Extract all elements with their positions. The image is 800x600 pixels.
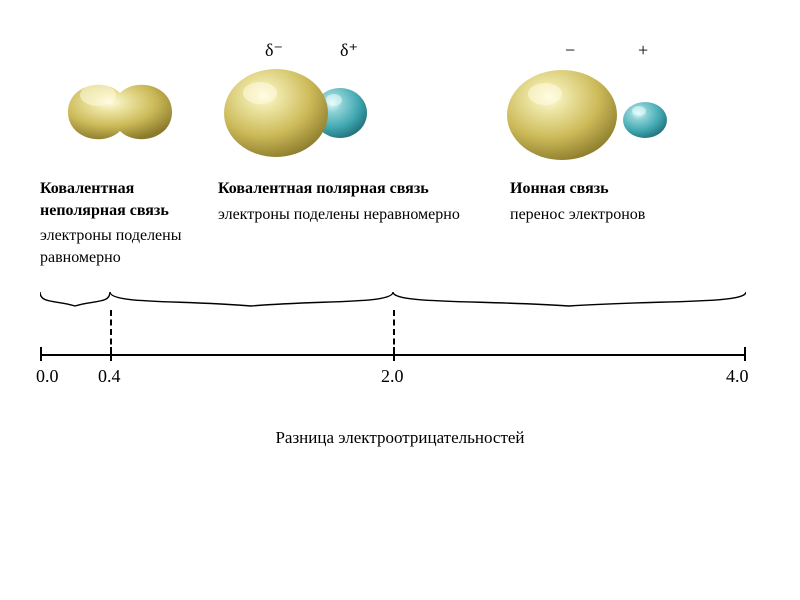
orbitals-row: δ⁻ δ⁺	[40, 40, 760, 170]
tick-label-2: 2.0	[381, 366, 404, 387]
range-braces	[40, 290, 760, 320]
label-nonpolar-title: Ковалентная неполярная связь	[40, 178, 212, 221]
label-ionic: Ионная связь перенос электронов	[510, 178, 730, 225]
brace-3	[393, 290, 746, 316]
charge-delta-minus: δ⁻	[265, 40, 283, 61]
label-polar-sub: электроны поделены неравномерно	[218, 204, 478, 226]
bond-diagram: δ⁻ δ⁺	[40, 40, 760, 394]
charge-plus: +	[638, 40, 648, 61]
axis-title: Разница электроотрицательностей	[40, 428, 760, 448]
label-polar: Ковалентная полярная связь электроны под…	[218, 178, 478, 225]
label-ionic-title: Ионная связь	[510, 178, 730, 200]
label-nonpolar-sub: электроны поделены равномерно	[40, 225, 212, 268]
tick-label-3: 4.0	[726, 366, 749, 387]
orbital-polar	[218, 58, 388, 173]
label-ionic-sub: перенос электронов	[510, 204, 730, 226]
tick-0	[40, 347, 42, 361]
charge-delta-plus: δ⁺	[340, 40, 358, 61]
brace-1	[40, 290, 110, 316]
brace-2	[110, 290, 393, 316]
label-nonpolar: Ковалентная неполярная связь электроны п…	[40, 178, 212, 268]
labels-row: Ковалентная неполярная связь электроны п…	[40, 178, 760, 288]
orbital-ionic	[500, 58, 690, 173]
tick-2_0	[393, 347, 395, 361]
orbital-nonpolar	[40, 65, 200, 165]
tick-4_0	[744, 347, 746, 361]
tick-0_4	[110, 347, 112, 361]
label-polar-title: Ковалентная полярная связь	[218, 178, 478, 200]
tick-label-1: 0.4	[98, 366, 121, 387]
tick-label-0: 0.0	[36, 366, 59, 387]
axis: 0.0 0.4 2.0 4.0	[40, 324, 760, 394]
charge-minus: −	[565, 40, 575, 61]
